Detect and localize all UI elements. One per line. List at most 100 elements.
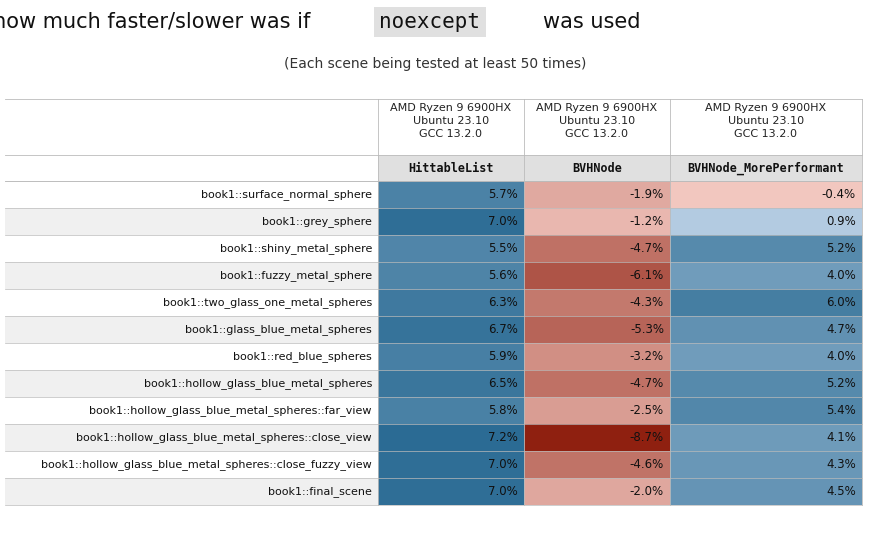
Text: -4.7%: -4.7%	[629, 377, 663, 390]
Text: -5.3%: -5.3%	[629, 323, 663, 336]
Text: book1::hollow_glass_blue_metal_spheres::far_view: book1::hollow_glass_blue_metal_spheres::…	[90, 405, 372, 416]
Bar	[669, 181, 861, 208]
Text: 5.8%: 5.8%	[488, 404, 517, 417]
Text: AMD Ryzen 9 6900HX
Ubuntu 23.10
GCC 13.2.0: AMD Ryzen 9 6900HX Ubuntu 23.10 GCC 13.2…	[390, 103, 511, 139]
Bar	[5, 235, 377, 262]
Bar	[669, 235, 861, 262]
Text: book1::hollow_glass_blue_metal_spheres: book1::hollow_glass_blue_metal_spheres	[143, 378, 372, 389]
Bar	[377, 235, 523, 262]
Text: was used: was used	[542, 12, 640, 32]
Text: 7.2%: 7.2%	[488, 431, 517, 444]
Bar	[5, 397, 377, 424]
Bar	[5, 208, 377, 235]
Bar	[377, 424, 523, 451]
Bar	[5, 289, 377, 316]
Bar	[377, 343, 523, 370]
Bar	[669, 316, 861, 343]
Bar	[669, 343, 861, 370]
Bar	[5, 478, 377, 505]
Text: -0.4%: -0.4%	[821, 188, 855, 201]
Text: BVHNode: BVHNode	[572, 162, 621, 174]
Bar	[5, 370, 377, 397]
Text: 5.6%: 5.6%	[488, 269, 517, 282]
Text: AMD Ryzen 9 6900HX
Ubuntu 23.10
GCC 13.2.0: AMD Ryzen 9 6900HX Ubuntu 23.10 GCC 13.2…	[536, 103, 657, 139]
Text: -4.3%: -4.3%	[629, 296, 663, 309]
Bar	[523, 181, 669, 208]
Bar	[377, 181, 523, 208]
Text: 6.0%: 6.0%	[826, 296, 855, 309]
Bar	[669, 397, 861, 424]
Text: 7.0%: 7.0%	[488, 215, 517, 228]
Text: book1::hollow_glass_blue_metal_spheres::close_fuzzy_view: book1::hollow_glass_blue_metal_spheres::…	[41, 459, 372, 470]
Bar	[377, 451, 523, 478]
Text: -3.2%: -3.2%	[629, 350, 663, 363]
Bar	[523, 424, 669, 451]
Text: (Each scene being tested at least 50 times): (Each scene being tested at least 50 tim…	[283, 57, 586, 71]
Bar	[377, 478, 523, 505]
Text: 5.2%: 5.2%	[826, 242, 855, 255]
Text: BVHNode_MorePerformant: BVHNode_MorePerformant	[687, 162, 844, 174]
Text: Average of how much faster/slower was if: Average of how much faster/slower was if	[0, 12, 316, 32]
Bar	[377, 155, 523, 181]
Text: 4.5%: 4.5%	[826, 485, 855, 498]
Bar	[377, 370, 523, 397]
Text: book1::hollow_glass_blue_metal_spheres::close_view: book1::hollow_glass_blue_metal_spheres::…	[76, 432, 372, 443]
Bar	[669, 208, 861, 235]
Bar	[377, 208, 523, 235]
Bar	[377, 316, 523, 343]
Text: -2.5%: -2.5%	[629, 404, 663, 417]
Bar	[669, 478, 861, 505]
Bar	[5, 262, 377, 289]
Text: -8.7%: -8.7%	[629, 431, 663, 444]
Text: 4.0%: 4.0%	[826, 350, 855, 363]
Text: book1::fuzzy_metal_sphere: book1::fuzzy_metal_sphere	[220, 270, 372, 281]
Bar	[523, 397, 669, 424]
Text: 5.9%: 5.9%	[488, 350, 517, 363]
Bar	[669, 451, 861, 478]
Text: 5.2%: 5.2%	[826, 377, 855, 390]
Text: AMD Ryzen 9 6900HX
Ubuntu 23.10
GCC 13.2.0: AMD Ryzen 9 6900HX Ubuntu 23.10 GCC 13.2…	[705, 103, 826, 139]
Text: -6.1%: -6.1%	[629, 269, 663, 282]
Bar	[5, 316, 377, 343]
Bar	[523, 316, 669, 343]
Bar	[523, 478, 669, 505]
Text: 5.7%: 5.7%	[488, 188, 517, 201]
Bar	[377, 397, 523, 424]
Text: 5.4%: 5.4%	[826, 404, 855, 417]
Text: 4.7%: 4.7%	[826, 323, 855, 336]
Text: 4.1%: 4.1%	[826, 431, 855, 444]
Text: -1.9%: -1.9%	[629, 188, 663, 201]
Text: -2.0%: -2.0%	[629, 485, 663, 498]
Bar	[523, 262, 669, 289]
Bar	[523, 451, 669, 478]
Bar	[377, 262, 523, 289]
Bar	[5, 451, 377, 478]
Text: noexcept: noexcept	[379, 12, 480, 32]
Text: 6.7%: 6.7%	[488, 323, 517, 336]
Text: book1::red_blue_spheres: book1::red_blue_spheres	[233, 351, 372, 362]
Bar	[523, 289, 669, 316]
Text: book1::glass_blue_metal_spheres: book1::glass_blue_metal_spheres	[185, 324, 372, 335]
Bar	[669, 155, 861, 181]
Bar	[523, 343, 669, 370]
Text: book1::two_glass_one_metal_spheres: book1::two_glass_one_metal_spheres	[163, 297, 372, 308]
Bar	[523, 155, 669, 181]
Bar	[523, 370, 669, 397]
Text: 7.0%: 7.0%	[488, 458, 517, 471]
Bar	[377, 289, 523, 316]
Text: book1::final_scene: book1::final_scene	[268, 486, 372, 497]
Bar	[523, 208, 669, 235]
Text: book1::grey_sphere: book1::grey_sphere	[262, 216, 372, 227]
Text: 7.0%: 7.0%	[488, 485, 517, 498]
Text: book1::surface_normal_sphere: book1::surface_normal_sphere	[201, 189, 372, 200]
Text: -4.7%: -4.7%	[629, 242, 663, 255]
Bar	[5, 424, 377, 451]
Text: 5.5%: 5.5%	[488, 242, 517, 255]
Text: 0.9%: 0.9%	[826, 215, 855, 228]
Text: book1::shiny_metal_sphere: book1::shiny_metal_sphere	[219, 243, 372, 254]
Bar	[669, 262, 861, 289]
Text: 6.5%: 6.5%	[488, 377, 517, 390]
Bar	[669, 424, 861, 451]
Bar	[523, 235, 669, 262]
Bar	[669, 289, 861, 316]
